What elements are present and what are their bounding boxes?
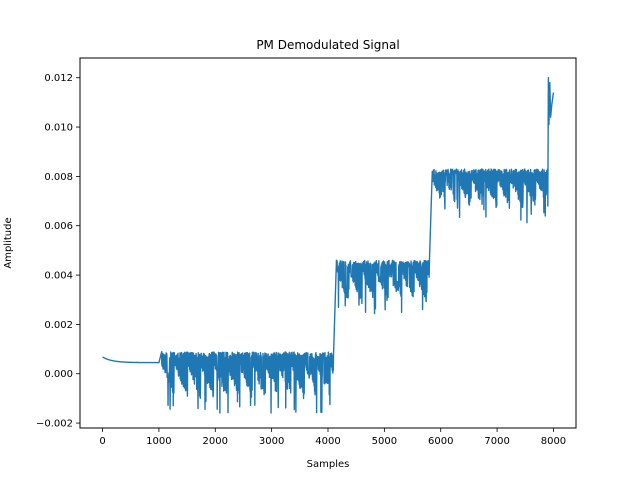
x-tick-label: 7000	[484, 436, 509, 447]
y-tick-label: 0.004	[44, 271, 73, 282]
y-tick-label: 0.012	[44, 73, 73, 84]
x-tick-label: 3000	[259, 436, 284, 447]
x-tick-label: 2000	[203, 436, 228, 447]
chart-title: PM Demodulated Signal	[256, 38, 399, 52]
y-tick-label: 0.008	[44, 172, 73, 183]
y-tick-label: −0.002	[36, 419, 73, 430]
y-axis: −0.002 0.000 0.002 0.004 0.006 0.008 0.010 0.01…	[36, 73, 80, 430]
y-tick-label: 0.002	[44, 320, 73, 331]
y-axis-label: Amplitude	[3, 217, 14, 268]
signal-line	[102, 77, 555, 414]
x-axis: 0 1000 2000 3000 4000 5000 6000 7000 8000	[99, 428, 566, 447]
plot-area	[102, 77, 555, 414]
y-tick-label: 0.006	[44, 221, 73, 232]
x-tick-label: 4000	[315, 436, 340, 447]
x-tick-label: 5000	[372, 436, 397, 447]
y-tick-label: 0.000	[44, 369, 73, 380]
x-tick-label: 6000	[428, 436, 453, 447]
y-tick-label: 0.010	[44, 123, 73, 134]
x-tick-label: 1000	[146, 436, 171, 447]
x-axis-label: Samples	[307, 459, 350, 470]
x-tick-label: 0	[99, 436, 105, 447]
x-tick-label: 8000	[541, 436, 566, 447]
